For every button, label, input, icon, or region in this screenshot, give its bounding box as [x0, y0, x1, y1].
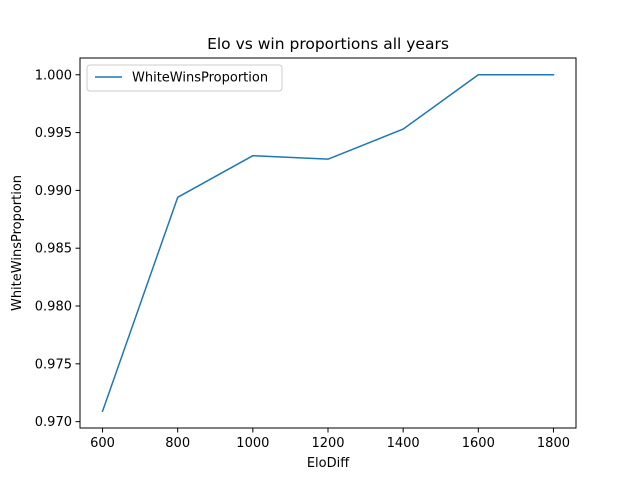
series-line-0	[101, 74, 555, 413]
x-tick-label: 1400	[387, 436, 420, 451]
y-tick-label: 0.995	[35, 126, 72, 141]
legend-label: WhiteWinsProportion	[132, 71, 268, 86]
legend: WhiteWinsProportion	[86, 64, 283, 92]
y-tick-label: 0.970	[35, 415, 72, 430]
y-tick-label: 0.980	[35, 300, 72, 315]
x-tick-label: 1200	[311, 436, 344, 451]
chart-title: Elo vs win proportions all years	[207, 35, 449, 53]
y-tick-label: 0.975	[35, 357, 72, 372]
x-tick-label: 800	[165, 436, 190, 451]
y-axis-ticks: 0.970 0.975 0.980 0.985 0.990 0.995 1.000	[35, 68, 80, 430]
x-axis-label: EloDiff	[307, 456, 350, 471]
x-tick-label: 600	[90, 436, 115, 451]
x-tick-label: 1800	[537, 436, 570, 451]
x-tick-label: 1600	[462, 436, 495, 451]
y-axis-label: WhiteWinsProportion	[10, 175, 25, 311]
plot-area	[101, 74, 555, 413]
legend-box	[86, 64, 283, 92]
x-axis-ticks: 600 800 1000 1200 1400 1600 1800	[90, 428, 570, 451]
y-tick-label: 1.000	[35, 68, 72, 83]
x-tick-label: 1000	[236, 436, 269, 451]
y-tick-label: 0.985	[35, 242, 72, 257]
y-tick-label: 0.990	[35, 184, 72, 199]
